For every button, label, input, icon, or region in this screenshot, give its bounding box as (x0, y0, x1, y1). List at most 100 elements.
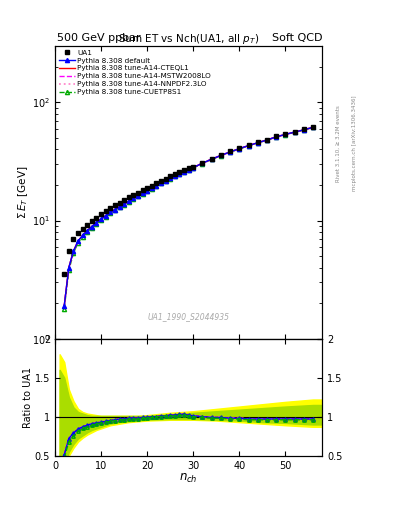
UA1 (177, 169, 182, 176)
Pythia 8.308 default (177, 170, 182, 177)
Pythia 8.308 tune-A14-NNPDF2.3LO (131, 195, 136, 201)
Pythia 8.308 tune-CUETP8S1 (228, 149, 233, 155)
Pythia 8.308 tune-A14-MSTW2008LO (108, 209, 113, 216)
Pythia 8.308 tune-CUETP8S1 (131, 196, 136, 202)
Pythia 8.308 tune-A14-NNPDF2.3LO (71, 248, 76, 254)
Pythia 8.308 tune-CUETP8S1 (200, 160, 205, 166)
UA1 (103, 208, 108, 214)
UA1 (191, 163, 196, 169)
Pythia 8.308 tune-A14-MSTW2008LO (122, 201, 127, 207)
Pythia 8.308 tune-A14-NNPDF2.3LO (246, 142, 251, 148)
Pythia 8.308 default (301, 127, 306, 133)
Pythia 8.308 tune-A14-CTEQL1 (94, 220, 99, 226)
Pythia 8.308 default (209, 156, 214, 162)
Pythia 8.308 tune-CUETP8S1 (136, 194, 140, 200)
UA1 (117, 200, 122, 206)
Pythia 8.308 default (117, 204, 122, 210)
Pythia 8.308 tune-A14-CTEQL1 (168, 175, 173, 181)
Pythia 8.308 tune-CUETP8S1 (117, 204, 122, 210)
Line: Pythia 8.308 tune-CUETP8S1: Pythia 8.308 tune-CUETP8S1 (62, 125, 315, 311)
Pythia 8.308 tune-CUETP8S1 (154, 183, 159, 189)
Pythia 8.308 tune-A14-MSTW2008LO (94, 220, 99, 226)
Pythia 8.308 default (191, 164, 196, 170)
UA1 (108, 205, 113, 211)
Pythia 8.308 default (274, 134, 279, 140)
Pythia 8.308 tune-A14-MSTW2008LO (140, 190, 145, 197)
Pythia 8.308 default (173, 173, 177, 179)
Pythia 8.308 default (145, 187, 149, 194)
Pythia 8.308 default (112, 206, 117, 212)
Pythia 8.308 tune-CUETP8S1 (173, 174, 177, 180)
Pythia 8.308 tune-A14-CTEQL1 (108, 209, 113, 216)
Pythia 8.308 default (108, 209, 113, 216)
Pythia 8.308 tune-A14-NNPDF2.3LO (283, 132, 288, 138)
UA1 (228, 148, 233, 155)
UA1 (131, 192, 136, 198)
Pythia 8.308 tune-A14-CTEQL1 (66, 265, 71, 271)
Pythia 8.308 default (154, 182, 159, 188)
Pythia 8.308 tune-A14-MSTW2008LO (136, 193, 140, 199)
Pythia 8.308 tune-A14-NNPDF2.3LO (112, 206, 117, 212)
Pythia 8.308 tune-A14-NNPDF2.3LO (145, 187, 149, 194)
Pythia 8.308 tune-CUETP8S1 (127, 199, 131, 205)
Pythia 8.308 tune-A14-NNPDF2.3LO (80, 232, 85, 239)
Pythia 8.308 tune-A14-NNPDF2.3LO (173, 173, 177, 179)
Pythia 8.308 tune-CUETP8S1 (145, 188, 149, 195)
Pythia 8.308 tune-A14-MSTW2008LO (186, 166, 191, 173)
UA1 (209, 156, 214, 162)
UA1 (219, 152, 223, 158)
Pythia 8.308 tune-A14-NNPDF2.3LO (159, 180, 163, 186)
UA1 (182, 167, 186, 174)
UA1 (71, 236, 76, 242)
Pythia 8.308 default (163, 178, 168, 184)
Pythia 8.308 tune-A14-NNPDF2.3LO (191, 164, 196, 170)
UA1 (76, 230, 81, 237)
Pythia 8.308 tune-CUETP8S1 (219, 153, 223, 159)
Pythia 8.308 tune-A14-CTEQL1 (219, 153, 223, 159)
Pythia 8.308 default (90, 223, 94, 229)
Pythia 8.308 tune-A14-CTEQL1 (191, 164, 196, 170)
Pythia 8.308 tune-A14-NNPDF2.3LO (99, 216, 103, 222)
Pythia 8.308 tune-A14-MSTW2008LO (154, 182, 159, 188)
Line: Pythia 8.308 tune-A14-NNPDF2.3LO: Pythia 8.308 tune-A14-NNPDF2.3LO (64, 127, 313, 306)
Pythia 8.308 tune-A14-MSTW2008LO (99, 216, 103, 222)
Pythia 8.308 tune-CUETP8S1 (71, 250, 76, 256)
UA1 (62, 271, 66, 278)
Pythia 8.308 tune-A14-NNPDF2.3LO (90, 223, 94, 229)
Pythia 8.308 tune-A14-MSTW2008LO (274, 134, 279, 140)
Pythia 8.308 default (237, 145, 242, 152)
Pythia 8.308 tune-A14-NNPDF2.3LO (136, 193, 140, 199)
Pythia 8.308 tune-A14-NNPDF2.3LO (182, 168, 186, 175)
Pythia 8.308 tune-A14-CTEQL1 (159, 180, 163, 186)
Line: Pythia 8.308 tune-A14-MSTW2008LO: Pythia 8.308 tune-A14-MSTW2008LO (64, 127, 313, 306)
Pythia 8.308 default (283, 132, 288, 138)
Pythia 8.308 tune-A14-NNPDF2.3LO (255, 140, 260, 146)
Pythia 8.308 tune-A14-CTEQL1 (264, 137, 269, 143)
UA1 (66, 248, 71, 254)
Pythia 8.308 tune-A14-CTEQL1 (112, 206, 117, 212)
Pythia 8.308 default (149, 185, 154, 191)
Pythia 8.308 tune-A14-CTEQL1 (209, 156, 214, 162)
Pythia 8.308 tune-A14-CTEQL1 (301, 127, 306, 133)
Pythia 8.308 tune-A14-CTEQL1 (283, 132, 288, 138)
UA1 (255, 139, 260, 145)
UA1 (186, 165, 191, 172)
Text: 500 GeV ppbar: 500 GeV ppbar (57, 33, 141, 44)
Pythia 8.308 tune-A14-MSTW2008LO (71, 248, 76, 254)
Pythia 8.308 tune-A14-NNPDF2.3LO (85, 228, 90, 234)
Pythia 8.308 tune-A14-MSTW2008LO (200, 160, 205, 166)
Pythia 8.308 tune-A14-MSTW2008LO (117, 204, 122, 210)
UA1 (140, 187, 145, 194)
Pythia 8.308 tune-CUETP8S1 (108, 210, 113, 217)
Pythia 8.308 tune-A14-NNPDF2.3LO (186, 166, 191, 173)
Pythia 8.308 tune-CUETP8S1 (182, 169, 186, 175)
Pythia 8.308 tune-A14-NNPDF2.3LO (127, 198, 131, 204)
Pythia 8.308 tune-CUETP8S1 (99, 217, 103, 223)
UA1 (246, 142, 251, 148)
Pythia 8.308 tune-CUETP8S1 (76, 240, 81, 246)
Pythia 8.308 tune-A14-NNPDF2.3LO (108, 209, 113, 216)
Pythia 8.308 default (136, 193, 140, 199)
Pythia 8.308 default (94, 220, 99, 226)
Pythia 8.308 tune-A14-CTEQL1 (136, 193, 140, 199)
Pythia 8.308 tune-CUETP8S1 (209, 156, 214, 162)
